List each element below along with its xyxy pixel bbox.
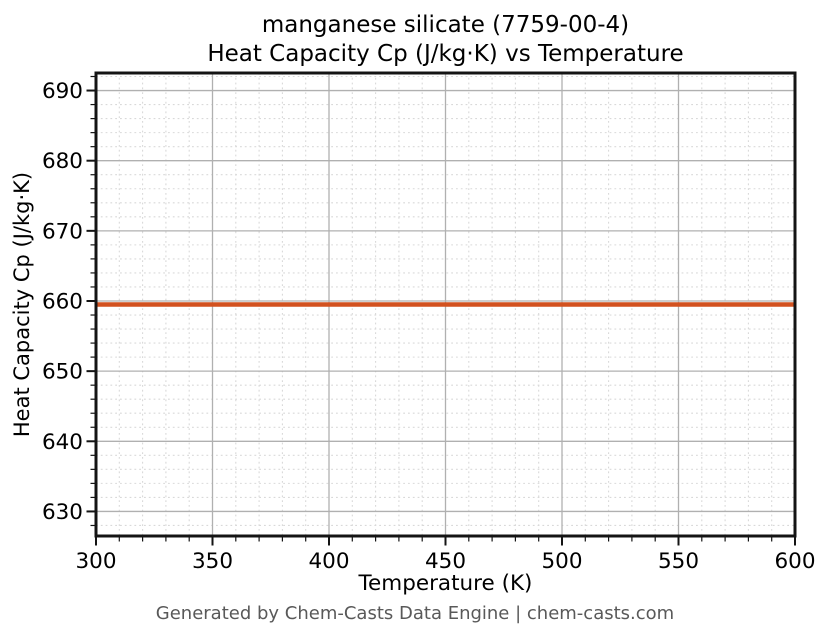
x-axis-label: Temperature (K): [358, 571, 533, 596]
x-tick-label: 550: [658, 549, 699, 574]
chart-title-block: manganese silicate (7759-00-4) Heat Capa…: [96, 11, 795, 69]
chart-subtitle: Heat Capacity Cp (J/kg·K) vs Temperature: [207, 41, 684, 67]
plot-frame: [94, 71, 797, 538]
footer-credit: Generated by Chem-Casts Data Engine | ch…: [155, 603, 675, 624]
x-tick-label: 400: [308, 549, 349, 574]
y-tick-label: 640: [42, 430, 83, 455]
y-tick-label: 680: [42, 149, 83, 174]
x-tick-label: 350: [192, 549, 233, 574]
x-tick-label: 600: [774, 549, 815, 574]
chart-title: manganese silicate (7759-00-4): [261, 12, 630, 38]
y-axis-label: Heat Capacity Cp (J/kg·K): [10, 171, 34, 438]
x-tick-label: 300: [75, 549, 116, 574]
y-tick-label: 650: [42, 360, 83, 385]
y-tick-label: 660: [42, 289, 83, 314]
x-tick-label: 450: [425, 549, 466, 574]
y-tick-label: 690: [42, 79, 83, 104]
y-tick-label: 670: [42, 219, 83, 244]
y-tick-label: 630: [42, 500, 83, 525]
x-tick-label: 500: [541, 549, 582, 574]
